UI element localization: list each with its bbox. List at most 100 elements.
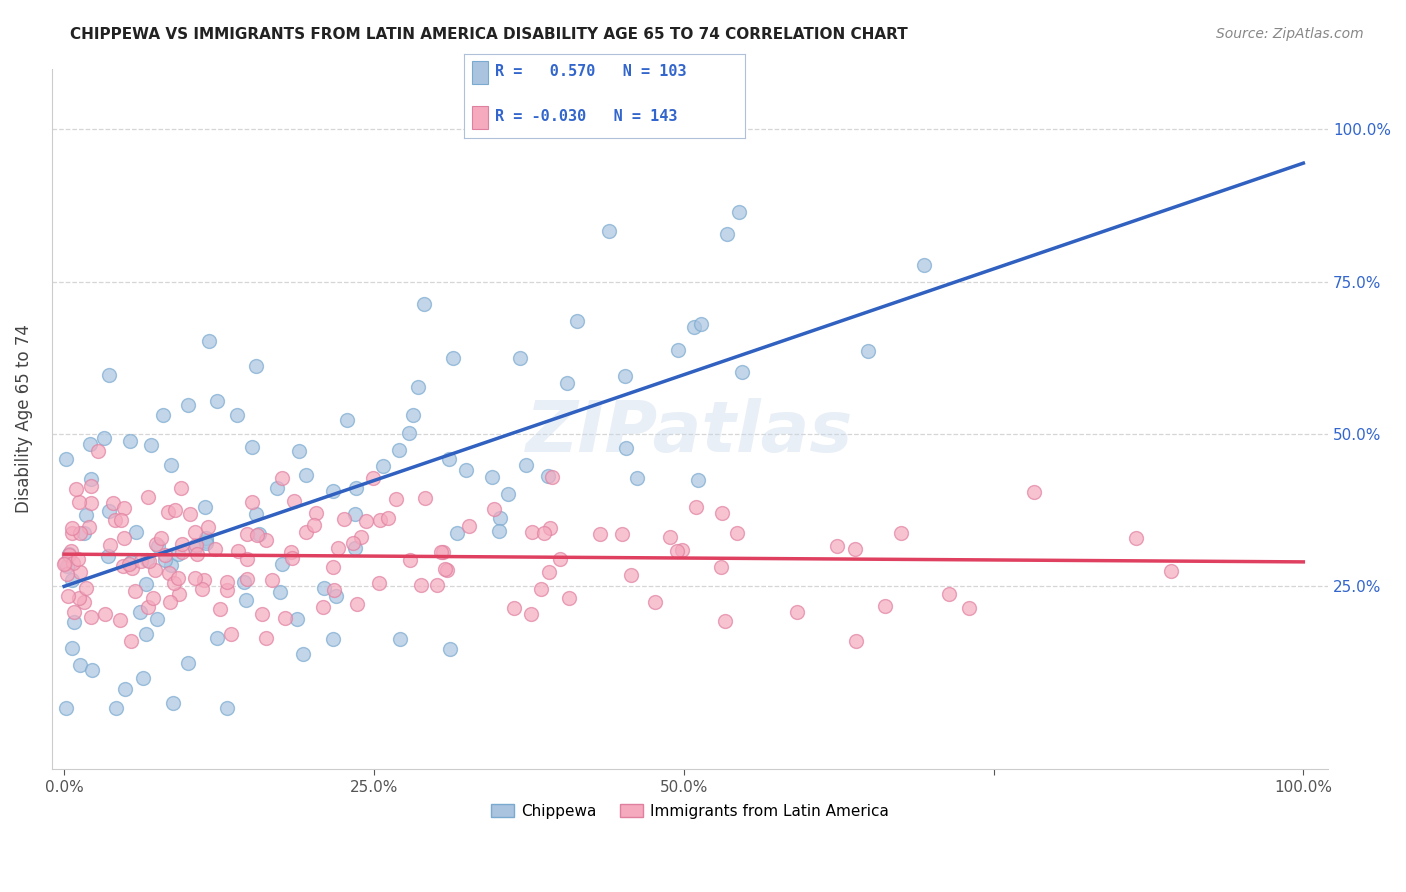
Point bbox=[413, 491, 436, 505]
Point bbox=[398, 553, 420, 567]
Point bbox=[515, 458, 537, 472]
Text: R = -0.030   N = 143: R = -0.030 N = 143 bbox=[495, 109, 678, 124]
Point bbox=[245, 507, 267, 521]
Point bbox=[62, 556, 84, 570]
Point bbox=[146, 539, 169, 553]
Text: ZIPatlas: ZIPatlas bbox=[526, 399, 853, 467]
Point bbox=[245, 359, 267, 374]
Point bbox=[125, 524, 148, 539]
Point bbox=[666, 343, 689, 357]
Point bbox=[104, 513, 127, 527]
Point bbox=[177, 399, 200, 413]
Point bbox=[520, 607, 543, 621]
Point bbox=[710, 560, 733, 574]
Text: R =   0.570   N = 103: R = 0.570 N = 103 bbox=[495, 64, 686, 78]
Point bbox=[143, 563, 166, 577]
Point bbox=[205, 394, 228, 409]
Point bbox=[142, 591, 165, 606]
Point bbox=[367, 576, 389, 591]
Point bbox=[1024, 484, 1046, 499]
Point bbox=[132, 671, 155, 685]
Point bbox=[79, 437, 101, 451]
Point bbox=[160, 558, 183, 572]
Point bbox=[156, 505, 179, 519]
Point bbox=[128, 605, 150, 619]
Point bbox=[658, 529, 681, 543]
Point bbox=[728, 205, 751, 219]
Point bbox=[368, 512, 391, 526]
Point bbox=[314, 582, 336, 596]
Point bbox=[79, 520, 101, 534]
Point bbox=[541, 469, 564, 483]
Point bbox=[186, 547, 208, 561]
Point bbox=[644, 595, 666, 609]
Point bbox=[688, 473, 710, 487]
Point bbox=[408, 380, 430, 394]
Point bbox=[197, 519, 219, 533]
Point bbox=[344, 541, 367, 556]
Point bbox=[350, 530, 373, 544]
Point bbox=[209, 602, 232, 616]
Point bbox=[432, 545, 454, 559]
Point bbox=[496, 487, 519, 501]
Point bbox=[957, 600, 980, 615]
Point bbox=[786, 605, 808, 619]
Point bbox=[141, 438, 163, 452]
Point bbox=[430, 545, 453, 559]
Legend: Chippewa, Immigrants from Latin America: Chippewa, Immigrants from Latin America bbox=[485, 797, 896, 825]
Point bbox=[67, 591, 90, 605]
Point bbox=[233, 575, 256, 590]
Point bbox=[97, 549, 120, 564]
Point bbox=[80, 473, 103, 487]
Point bbox=[446, 525, 468, 540]
Point bbox=[346, 597, 368, 611]
Point bbox=[385, 491, 408, 506]
Point bbox=[195, 535, 218, 549]
Point bbox=[145, 537, 167, 551]
Point bbox=[172, 537, 194, 551]
Point bbox=[135, 627, 157, 641]
Point bbox=[120, 633, 142, 648]
Point bbox=[665, 544, 688, 558]
Point bbox=[55, 701, 77, 715]
Point bbox=[150, 531, 173, 545]
Point bbox=[184, 538, 207, 552]
Point bbox=[254, 533, 277, 547]
Point bbox=[890, 526, 912, 541]
Point bbox=[193, 573, 215, 587]
Point bbox=[336, 412, 359, 426]
Point bbox=[69, 565, 91, 579]
Point bbox=[342, 535, 364, 549]
Point bbox=[112, 531, 135, 545]
Point bbox=[235, 552, 257, 566]
Point bbox=[409, 577, 432, 591]
Point bbox=[167, 547, 190, 561]
Point bbox=[322, 632, 344, 647]
Text: Source: ZipAtlas.com: Source: ZipAtlas.com bbox=[1216, 27, 1364, 41]
Point bbox=[195, 531, 218, 545]
Point bbox=[162, 696, 184, 710]
Point bbox=[488, 524, 510, 539]
Point bbox=[481, 470, 503, 484]
Point bbox=[434, 561, 457, 575]
Point bbox=[215, 583, 238, 598]
Point bbox=[436, 563, 458, 577]
Point bbox=[179, 508, 201, 522]
Point bbox=[226, 544, 249, 558]
Point bbox=[198, 334, 221, 349]
Point bbox=[825, 540, 848, 554]
Point bbox=[152, 408, 174, 422]
Point bbox=[236, 527, 259, 541]
Point bbox=[204, 541, 226, 556]
Text: CHIPPEWA VS IMMIGRANTS FROM LATIN AMERICA DISABILITY AGE 65 TO 74 CORRELATION CH: CHIPPEWA VS IMMIGRANTS FROM LATIN AMERIC… bbox=[70, 27, 908, 42]
Point bbox=[60, 641, 83, 656]
Point bbox=[194, 500, 217, 514]
Point bbox=[67, 551, 90, 566]
Point bbox=[437, 452, 460, 467]
Point bbox=[271, 557, 294, 571]
Point bbox=[60, 573, 83, 587]
Point bbox=[557, 376, 579, 390]
Point bbox=[266, 481, 288, 495]
Point bbox=[80, 495, 103, 509]
Point bbox=[502, 600, 524, 615]
